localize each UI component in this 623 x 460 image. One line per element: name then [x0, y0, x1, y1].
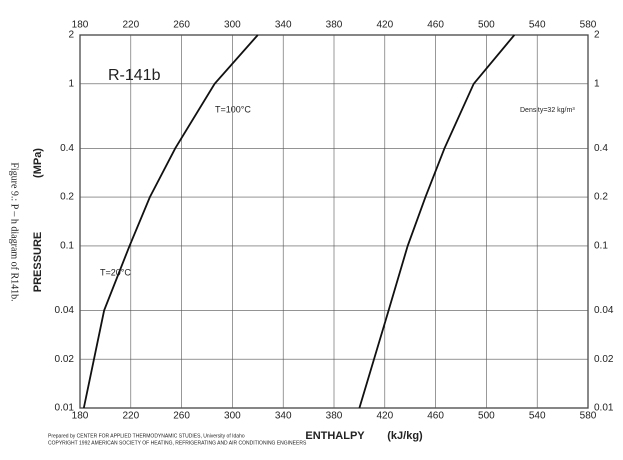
- annotation: T=20°C: [100, 267, 131, 277]
- x-tick-label: 260: [173, 411, 190, 422]
- x-tick-label: 340: [275, 411, 292, 422]
- saturation-line: [358, 34, 516, 409]
- y-tick-label: 0.4: [594, 143, 608, 154]
- x-tick-label: 220: [122, 20, 139, 31]
- x-tick-label: 180: [72, 411, 89, 422]
- x-tick-label: 300: [224, 411, 241, 422]
- annotation: T=100°C: [215, 104, 251, 114]
- y-tick-label: 2: [594, 30, 600, 41]
- y-tick-label: 0.1: [594, 241, 608, 252]
- y-tick-label: 0.01: [594, 403, 614, 414]
- y-tick-label: 0.02: [55, 354, 75, 365]
- x-tick-label: 260: [173, 20, 190, 31]
- footnote: COPYRIGHT 1992 AMERICAN SOCIETY OF HEATI…: [48, 440, 307, 446]
- y-unit: (MPa): [32, 148, 44, 178]
- y-tick-label: 0.04: [594, 305, 614, 316]
- x-tick-label: 500: [478, 411, 495, 422]
- x-tick-label: 580: [580, 411, 597, 422]
- x-tick-label: 420: [376, 411, 393, 422]
- x-tick-label: 540: [529, 411, 546, 422]
- x-tick-label: 180: [72, 20, 89, 31]
- x-tick-label: 300: [224, 20, 241, 31]
- y-tick-label: 0.02: [594, 354, 614, 365]
- x-unit: (kJ/kg): [387, 430, 423, 442]
- x-tick-label: 420: [376, 20, 393, 31]
- x-tick-label: 380: [326, 20, 343, 31]
- x-tick-label: 380: [326, 411, 343, 422]
- y-tick-label: 0.04: [55, 305, 75, 316]
- caption: Figure 9.: P – h diagram of R141b.: [9, 162, 20, 301]
- x-tick-label: 540: [529, 20, 546, 31]
- chart-title: R-141b: [108, 67, 161, 84]
- saturation-line: [82, 34, 259, 409]
- x-tick-label: 220: [122, 411, 139, 422]
- y-tick-label: 0.2: [60, 192, 74, 203]
- y-tick-label: 0.1: [60, 241, 74, 252]
- y-tick-label: 2: [68, 30, 74, 41]
- x-tick-label: 460: [427, 411, 444, 422]
- annotation: Density=32 kg/m³: [520, 107, 575, 114]
- y-tick-label: 1: [68, 78, 74, 89]
- y-tick-label: 0.01: [55, 403, 75, 414]
- y-tick-label: 0.4: [60, 143, 74, 154]
- x-label: ENTHALPY: [305, 430, 365, 442]
- x-tick-label: 500: [478, 20, 495, 31]
- y-tick-label: 0.2: [594, 192, 608, 203]
- x-tick-label: 580: [580, 20, 597, 31]
- y-label: PRESSURE: [32, 232, 44, 293]
- footnote: Prepared by CENTER FOR APPLIED THERMODYN…: [48, 433, 245, 439]
- x-tick-label: 460: [427, 20, 444, 31]
- y-tick-label: 1: [594, 78, 600, 89]
- x-tick-label: 340: [275, 20, 292, 31]
